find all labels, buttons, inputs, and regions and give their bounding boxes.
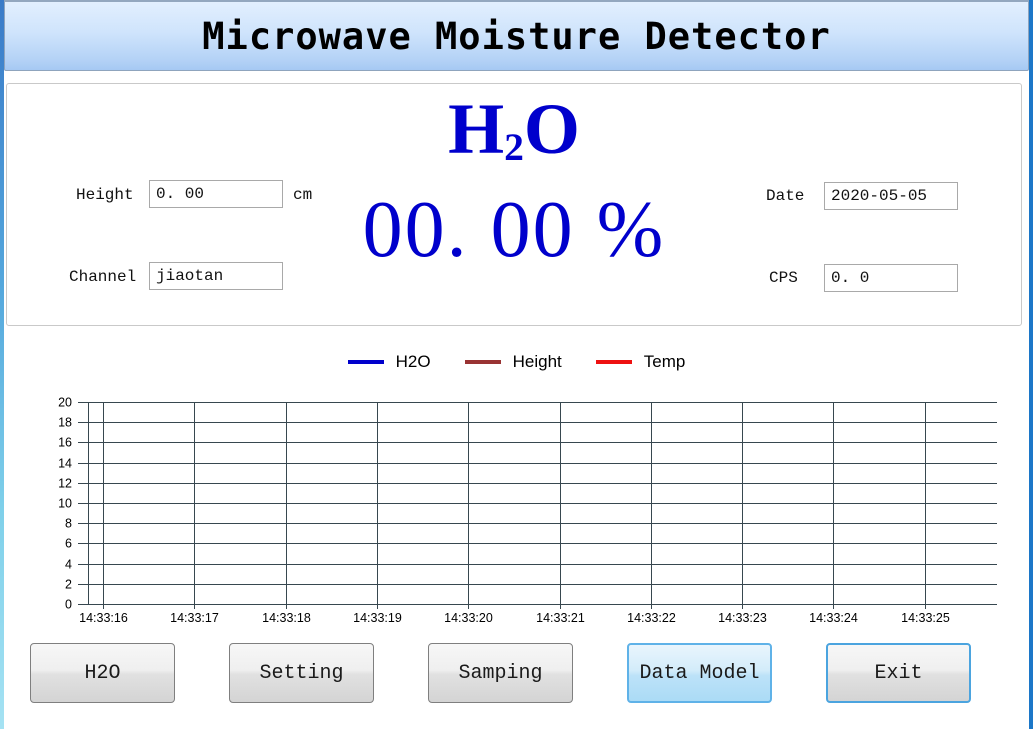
legend-label-h2o: H2O <box>395 352 431 371</box>
samping-button[interactable]: Samping <box>428 643 573 703</box>
y-tick-label: 6 <box>65 537 72 551</box>
y-tick-label: 20 <box>58 396 72 410</box>
x-tick-label: 14:33:22 <box>627 611 676 625</box>
legend-item-temp: Temp <box>595 352 686 372</box>
x-tick-label: 14:33:18 <box>262 611 311 625</box>
window-border-right <box>1029 0 1033 729</box>
legend-label-height: Height <box>512 352 562 371</box>
y-tick-label: 2 <box>65 578 72 592</box>
h2o-line-swatch-icon <box>347 360 384 364</box>
channel-input[interactable] <box>149 262 283 290</box>
y-tick-label: 0 <box>65 598 72 612</box>
height-input[interactable] <box>149 180 283 208</box>
x-tick-label: 14:33:23 <box>718 611 767 625</box>
moisture-percent-value: 00. 00 % <box>362 186 666 275</box>
cps-label: CPS <box>769 269 798 287</box>
y-tick-label: 18 <box>58 416 72 430</box>
x-tick-label: 14:33:19 <box>353 611 402 625</box>
trend-chart: 0 2 4 6 8 10 12 14 16 18 20 14:33:16 14:33:17 14:33:1… <box>58 396 997 625</box>
title-bar: Microwave Moisture Detector <box>4 2 1029 71</box>
y-tick-label: 14 <box>58 457 72 471</box>
temp-line-swatch-icon <box>595 360 632 364</box>
chart-legend: H2O Height Temp <box>0 350 1033 374</box>
readings-panel: H2O 00. 00 % Height cm Channel Date CPS <box>6 83 1022 326</box>
y-tick-label: 16 <box>58 436 72 450</box>
x-tick-label: 14:33:24 <box>809 611 858 625</box>
legend-item-h2o: H2O <box>347 352 431 372</box>
height-label: Height <box>76 186 134 204</box>
x-tick-label: 14:33:20 <box>444 611 493 625</box>
h2o-button[interactable]: H2O <box>30 643 175 703</box>
channel-label: Channel <box>69 268 137 286</box>
h2o-formula-suffix: O <box>523 89 580 169</box>
legend-item-height: Height <box>464 352 562 372</box>
h2o-formula: H2O <box>7 90 1021 186</box>
date-input[interactable] <box>824 182 958 210</box>
data-model-button[interactable]: Data Model <box>627 643 772 703</box>
y-tick-label: 4 <box>65 558 72 572</box>
setting-button[interactable]: Setting <box>229 643 374 703</box>
y-tick-label: 10 <box>58 497 72 511</box>
cps-input[interactable] <box>824 264 958 292</box>
window-border-left <box>0 0 4 729</box>
exit-button[interactable]: Exit <box>826 643 971 703</box>
h2o-formula-subscript: 2 <box>504 125 524 170</box>
x-tick-label: 14:33:25 <box>901 611 950 625</box>
date-label: Date <box>766 187 805 205</box>
moisture-readout: H2O 00. 00 % <box>7 90 1021 274</box>
x-tick-label: 14:33:17 <box>170 611 219 625</box>
height-line-swatch-icon <box>464 360 501 364</box>
trend-chart-area: 0 2 4 6 8 10 12 14 16 18 20 14:33:16 14:33:17 14:33:1… <box>0 385 1033 635</box>
h2o-formula-prefix: H <box>448 89 505 169</box>
x-tick-label: 14:33:21 <box>536 611 585 625</box>
y-tick-label: 12 <box>58 477 72 491</box>
y-tick-label: 8 <box>65 517 72 531</box>
height-unit-label: cm <box>293 186 313 204</box>
window-title: Microwave Moisture Detector <box>202 14 831 58</box>
window-border-top <box>0 0 1033 2</box>
legend-label-temp: Temp <box>643 352 686 371</box>
x-tick-label: 14:33:16 <box>79 611 128 625</box>
